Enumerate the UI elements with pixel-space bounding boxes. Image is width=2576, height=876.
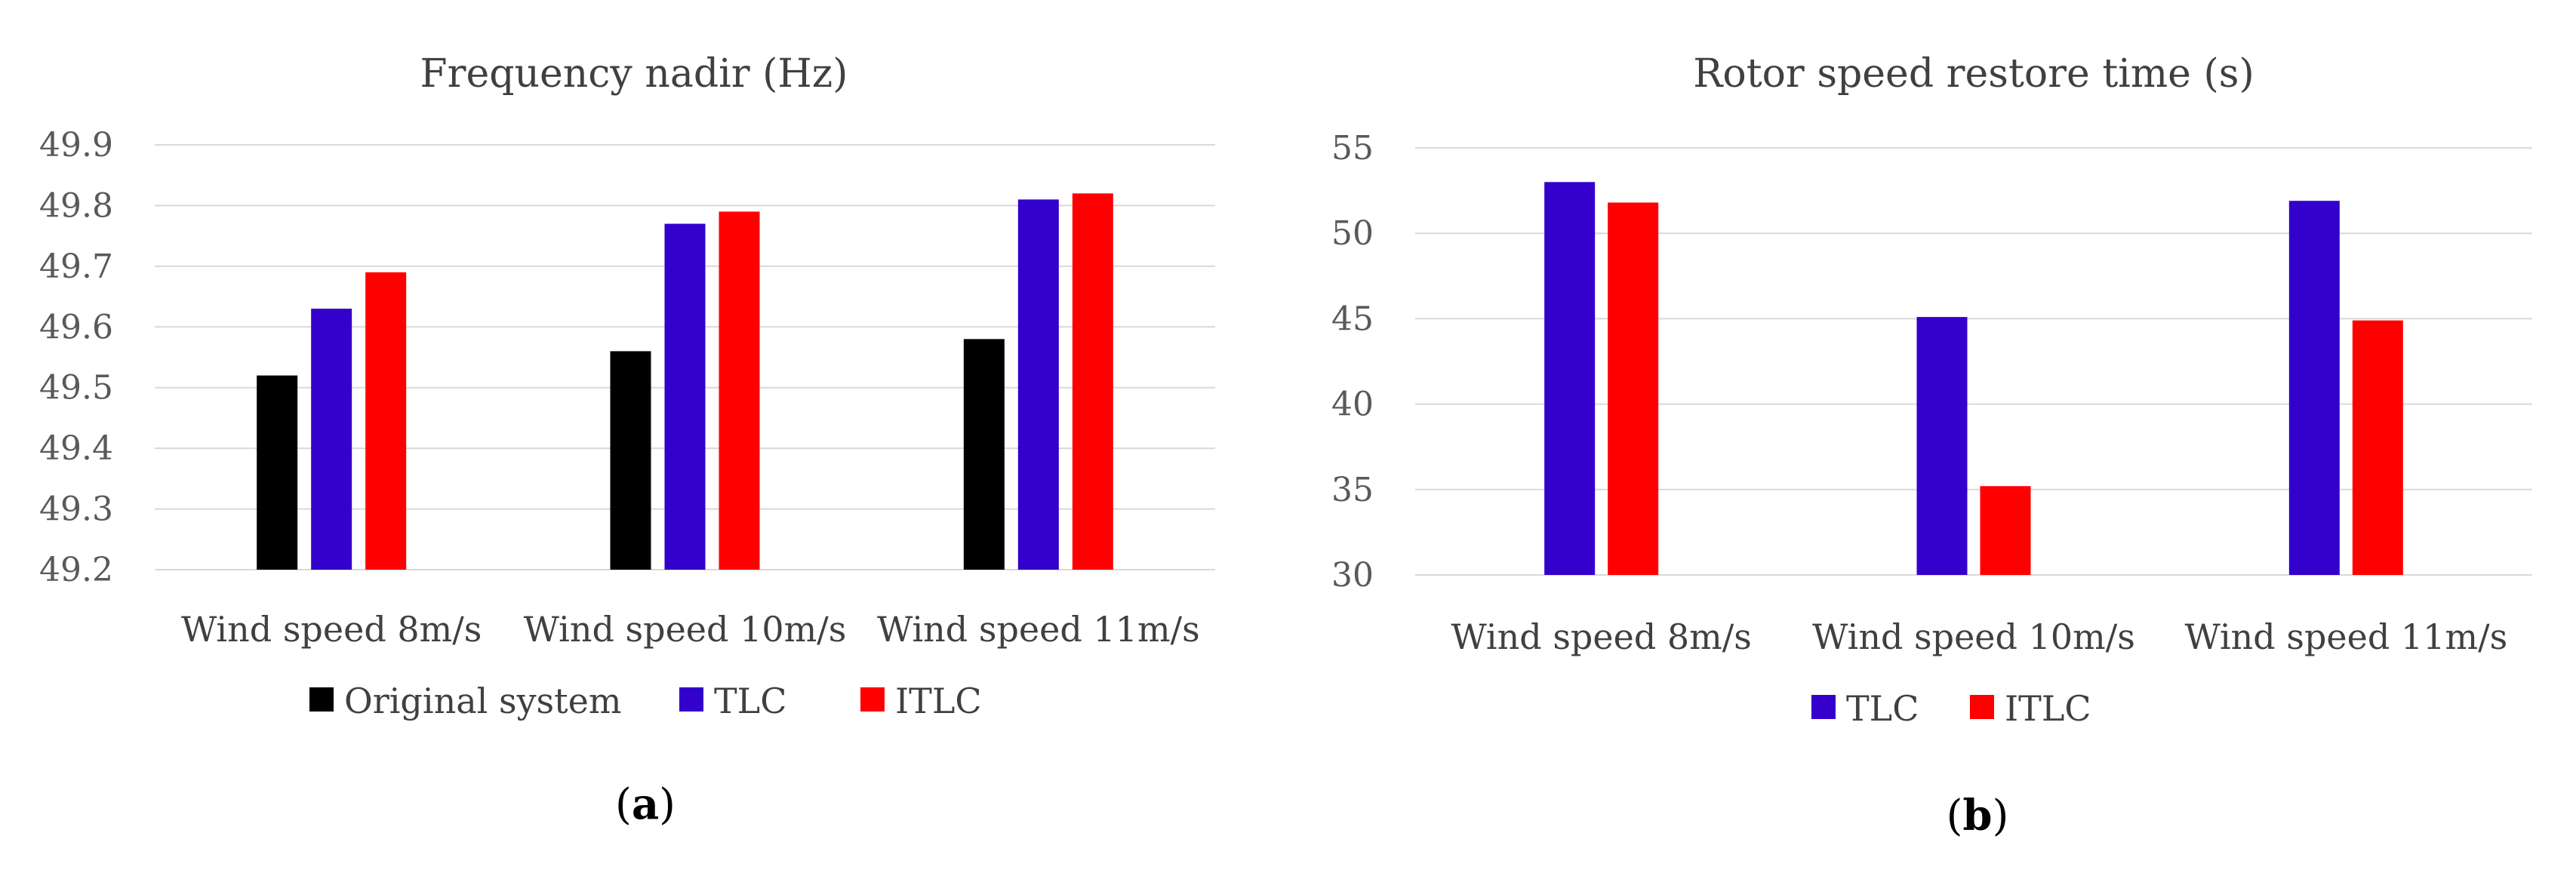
panel-label: (a) [615, 779, 676, 829]
y-tick-label: 40 [1331, 386, 1374, 424]
legend-swatch [860, 687, 885, 712]
legend-label: ITLC [895, 681, 982, 721]
bar-itlc [719, 211, 760, 570]
bar-tlc [311, 309, 352, 570]
bar-tlc [664, 223, 706, 570]
y-tick-label: 49.9 [39, 126, 113, 164]
bar-itlc [2352, 320, 2403, 575]
panel-label: (b) [1947, 791, 2009, 841]
bar-itlc [1608, 202, 1659, 575]
bar-itlc [365, 272, 407, 570]
y-tick-label: 49.2 [39, 551, 113, 589]
y-tick-label: 49.6 [39, 308, 113, 346]
chart-panel-a: Frequency nadir (Hz) 49.2 49.3 49.4 49.5 49.6… [39, 51, 1215, 829]
legend-label: TLC [1846, 688, 1919, 729]
y-tick-label: 55 [1331, 129, 1374, 168]
y-tick-label: 45 [1331, 300, 1374, 338]
legend-label: ITLC [2005, 688, 2091, 729]
y-tick-label: 49.5 [39, 369, 113, 407]
y-tick-label: 50 [1331, 214, 1374, 253]
legend-swatch [1970, 695, 1994, 719]
bar-original-system [610, 351, 651, 570]
legend-swatch [679, 687, 703, 712]
x-category-label: Wind speed 10m/s [524, 609, 847, 650]
y-tick-label: 30 [1331, 556, 1374, 595]
bar-tlc [1017, 199, 1059, 570]
x-category-label: Wind speed 10m/s [1812, 616, 2135, 657]
chart-title: Rotor speed restore time (s) [1693, 51, 2254, 97]
bar-itlc [1980, 486, 2031, 575]
x-category-label: Wind speed 11m/s [2184, 616, 2507, 657]
bar-tlc [1544, 182, 1596, 575]
y-tick-label: 49.7 [39, 247, 113, 286]
bar-tlc [1916, 317, 1968, 575]
x-category-label: Wind speed 8m/s [181, 609, 482, 650]
x-category-label: Wind speed 11m/s [877, 609, 1200, 650]
legend-swatch [1811, 695, 1836, 719]
y-tick-label: 35 [1331, 471, 1374, 509]
chart-title: Frequency nadir (Hz) [420, 51, 848, 97]
x-category-label: Wind speed 8m/s [1451, 616, 1751, 657]
bar-original-system [257, 375, 298, 570]
legend-label: Original system [344, 681, 621, 721]
legend-label: TLC [714, 681, 786, 721]
chart-panel-b: Rotor speed restore time (s) 30 35 40 45 50 55… [1331, 51, 2532, 841]
bar-tlc [2288, 201, 2340, 575]
y-tick-label: 49.8 [39, 186, 113, 225]
bar-itlc [1072, 193, 1113, 570]
legend-swatch [309, 687, 334, 712]
bar-original-system [963, 339, 1005, 570]
y-tick-label: 49.3 [39, 490, 113, 529]
y-tick-label: 49.4 [39, 429, 113, 468]
